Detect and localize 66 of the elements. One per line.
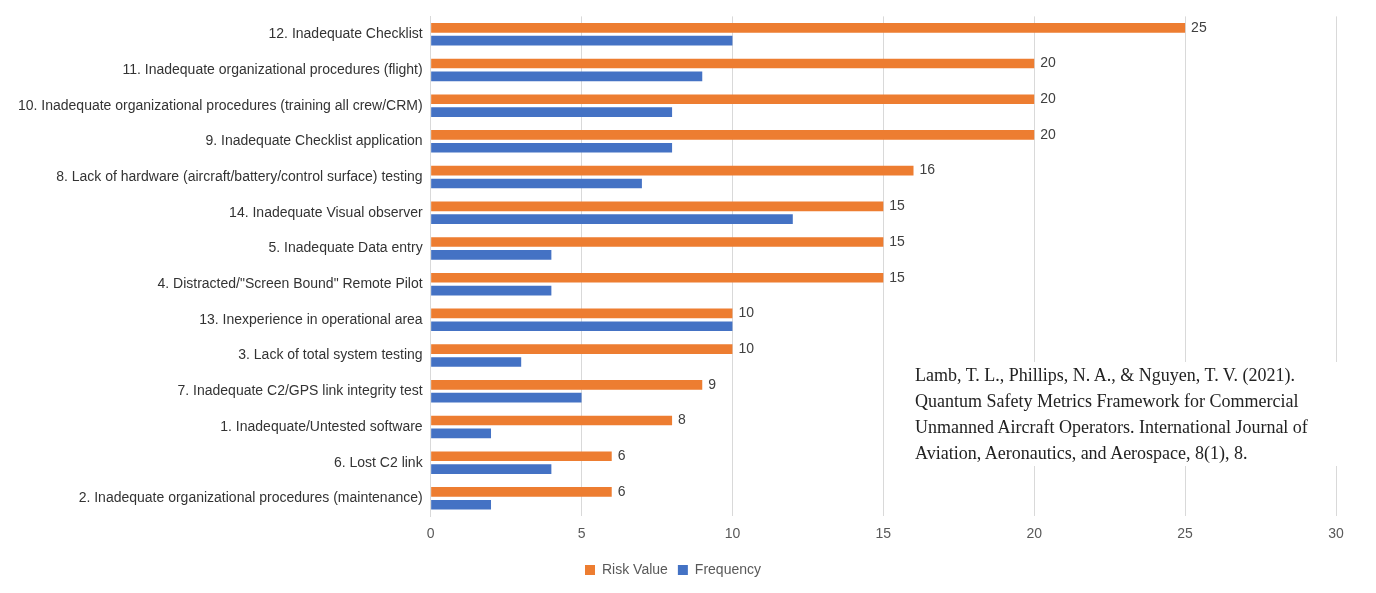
y-tick-label: 12. Inadequate Checklist bbox=[268, 25, 423, 42]
bar bbox=[431, 71, 703, 82]
data-label: 9 bbox=[708, 375, 717, 392]
x-tick-label: 30 bbox=[1328, 525, 1344, 542]
bar bbox=[431, 130, 1035, 140]
data-label: 25 bbox=[1191, 18, 1207, 35]
bar bbox=[431, 415, 673, 426]
bar bbox=[431, 321, 733, 332]
bar bbox=[431, 94, 1035, 105]
bar bbox=[431, 499, 492, 510]
y-tick-label: 10. Inadequate organizational procedures (training all crew/CRM) bbox=[17, 96, 423, 113]
bar bbox=[431, 237, 884, 247]
y-tick-label: 11. Inadequate organizational procedures (flight) bbox=[122, 60, 423, 77]
y-tick-label: 9. Inadequate Checklist application bbox=[205, 132, 423, 149]
y-tick-label: 2. Inadequate organizational procedures (maintenance) bbox=[78, 489, 423, 506]
bar bbox=[431, 451, 612, 462]
data-label: 16 bbox=[919, 161, 936, 178]
annotation: Lamb, T. L., Phillips, N. A., & Nguyen, T. V. (2021). Quantum Safety Metrics Framework for Commercial Unmanned Aircraft Operators. International Journal of Aviation, Aeronautics, and Aerospace, 8(1), 8. bbox=[915, 362, 1355, 466]
y-tick-label: 5. Inadequate Data entry bbox=[268, 239, 423, 256]
bar bbox=[431, 464, 552, 474]
bar bbox=[431, 380, 703, 390]
bar bbox=[431, 344, 733, 354]
y-tick-label: 1. Inadequate/Untested software bbox=[220, 417, 423, 434]
y-tick-label: 14. Inadequate Visual observer bbox=[229, 203, 423, 220]
bar bbox=[431, 201, 884, 212]
bar bbox=[431, 35, 733, 46]
bar bbox=[431, 392, 582, 403]
bar bbox=[431, 357, 522, 367]
x-tick-label: 10 bbox=[724, 525, 741, 542]
data-label: 15 bbox=[889, 232, 906, 249]
y-tick-label: 6. Lost C2 link bbox=[333, 453, 424, 470]
bar bbox=[431, 178, 642, 189]
data-label: 6 bbox=[617, 482, 626, 499]
data-label: 10 bbox=[738, 304, 755, 321]
data-label: 15 bbox=[889, 197, 906, 214]
bar bbox=[431, 214, 793, 224]
bar bbox=[431, 142, 673, 153]
y-tick-label: 4. Distracted/"Screen Bound" Remote Pilot bbox=[157, 275, 423, 292]
data-label: 6 bbox=[617, 447, 626, 464]
bar bbox=[431, 58, 1035, 69]
legend-label: Frequency bbox=[694, 560, 762, 577]
bar bbox=[431, 272, 884, 283]
x-tick-label: 15 bbox=[875, 525, 892, 542]
data-label: 20 bbox=[1040, 54, 1057, 71]
bar bbox=[431, 428, 492, 439]
bar bbox=[431, 23, 1186, 33]
bar bbox=[431, 487, 612, 497]
data-label: 10 bbox=[738, 339, 755, 356]
x-tick-label: 0 bbox=[426, 525, 435, 542]
legend-label: Risk Value bbox=[601, 560, 669, 577]
bar bbox=[431, 308, 733, 319]
data-label: 20 bbox=[1040, 90, 1057, 107]
bar bbox=[431, 165, 914, 176]
y-tick-label: 13. Inexperience in operational area bbox=[199, 310, 423, 327]
bar bbox=[431, 107, 673, 117]
data-label: 15 bbox=[889, 268, 906, 285]
x-tick-label: 20 bbox=[1026, 525, 1043, 542]
y-tick-label: 3. Lack of total system testing bbox=[238, 346, 423, 363]
x-tick-label: 25 bbox=[1177, 525, 1194, 542]
data-label: 20 bbox=[1040, 125, 1057, 142]
bar bbox=[431, 250, 552, 260]
x-tick-label: 5 bbox=[577, 525, 586, 542]
bar bbox=[431, 285, 552, 296]
data-label: 8 bbox=[678, 411, 687, 428]
y-tick-label: 7. Inadequate C2/GPS link integrity test bbox=[177, 382, 423, 399]
y-tick-label: 8. Lack of hardware (aircraft/battery/control surface) testing bbox=[56, 167, 423, 184]
